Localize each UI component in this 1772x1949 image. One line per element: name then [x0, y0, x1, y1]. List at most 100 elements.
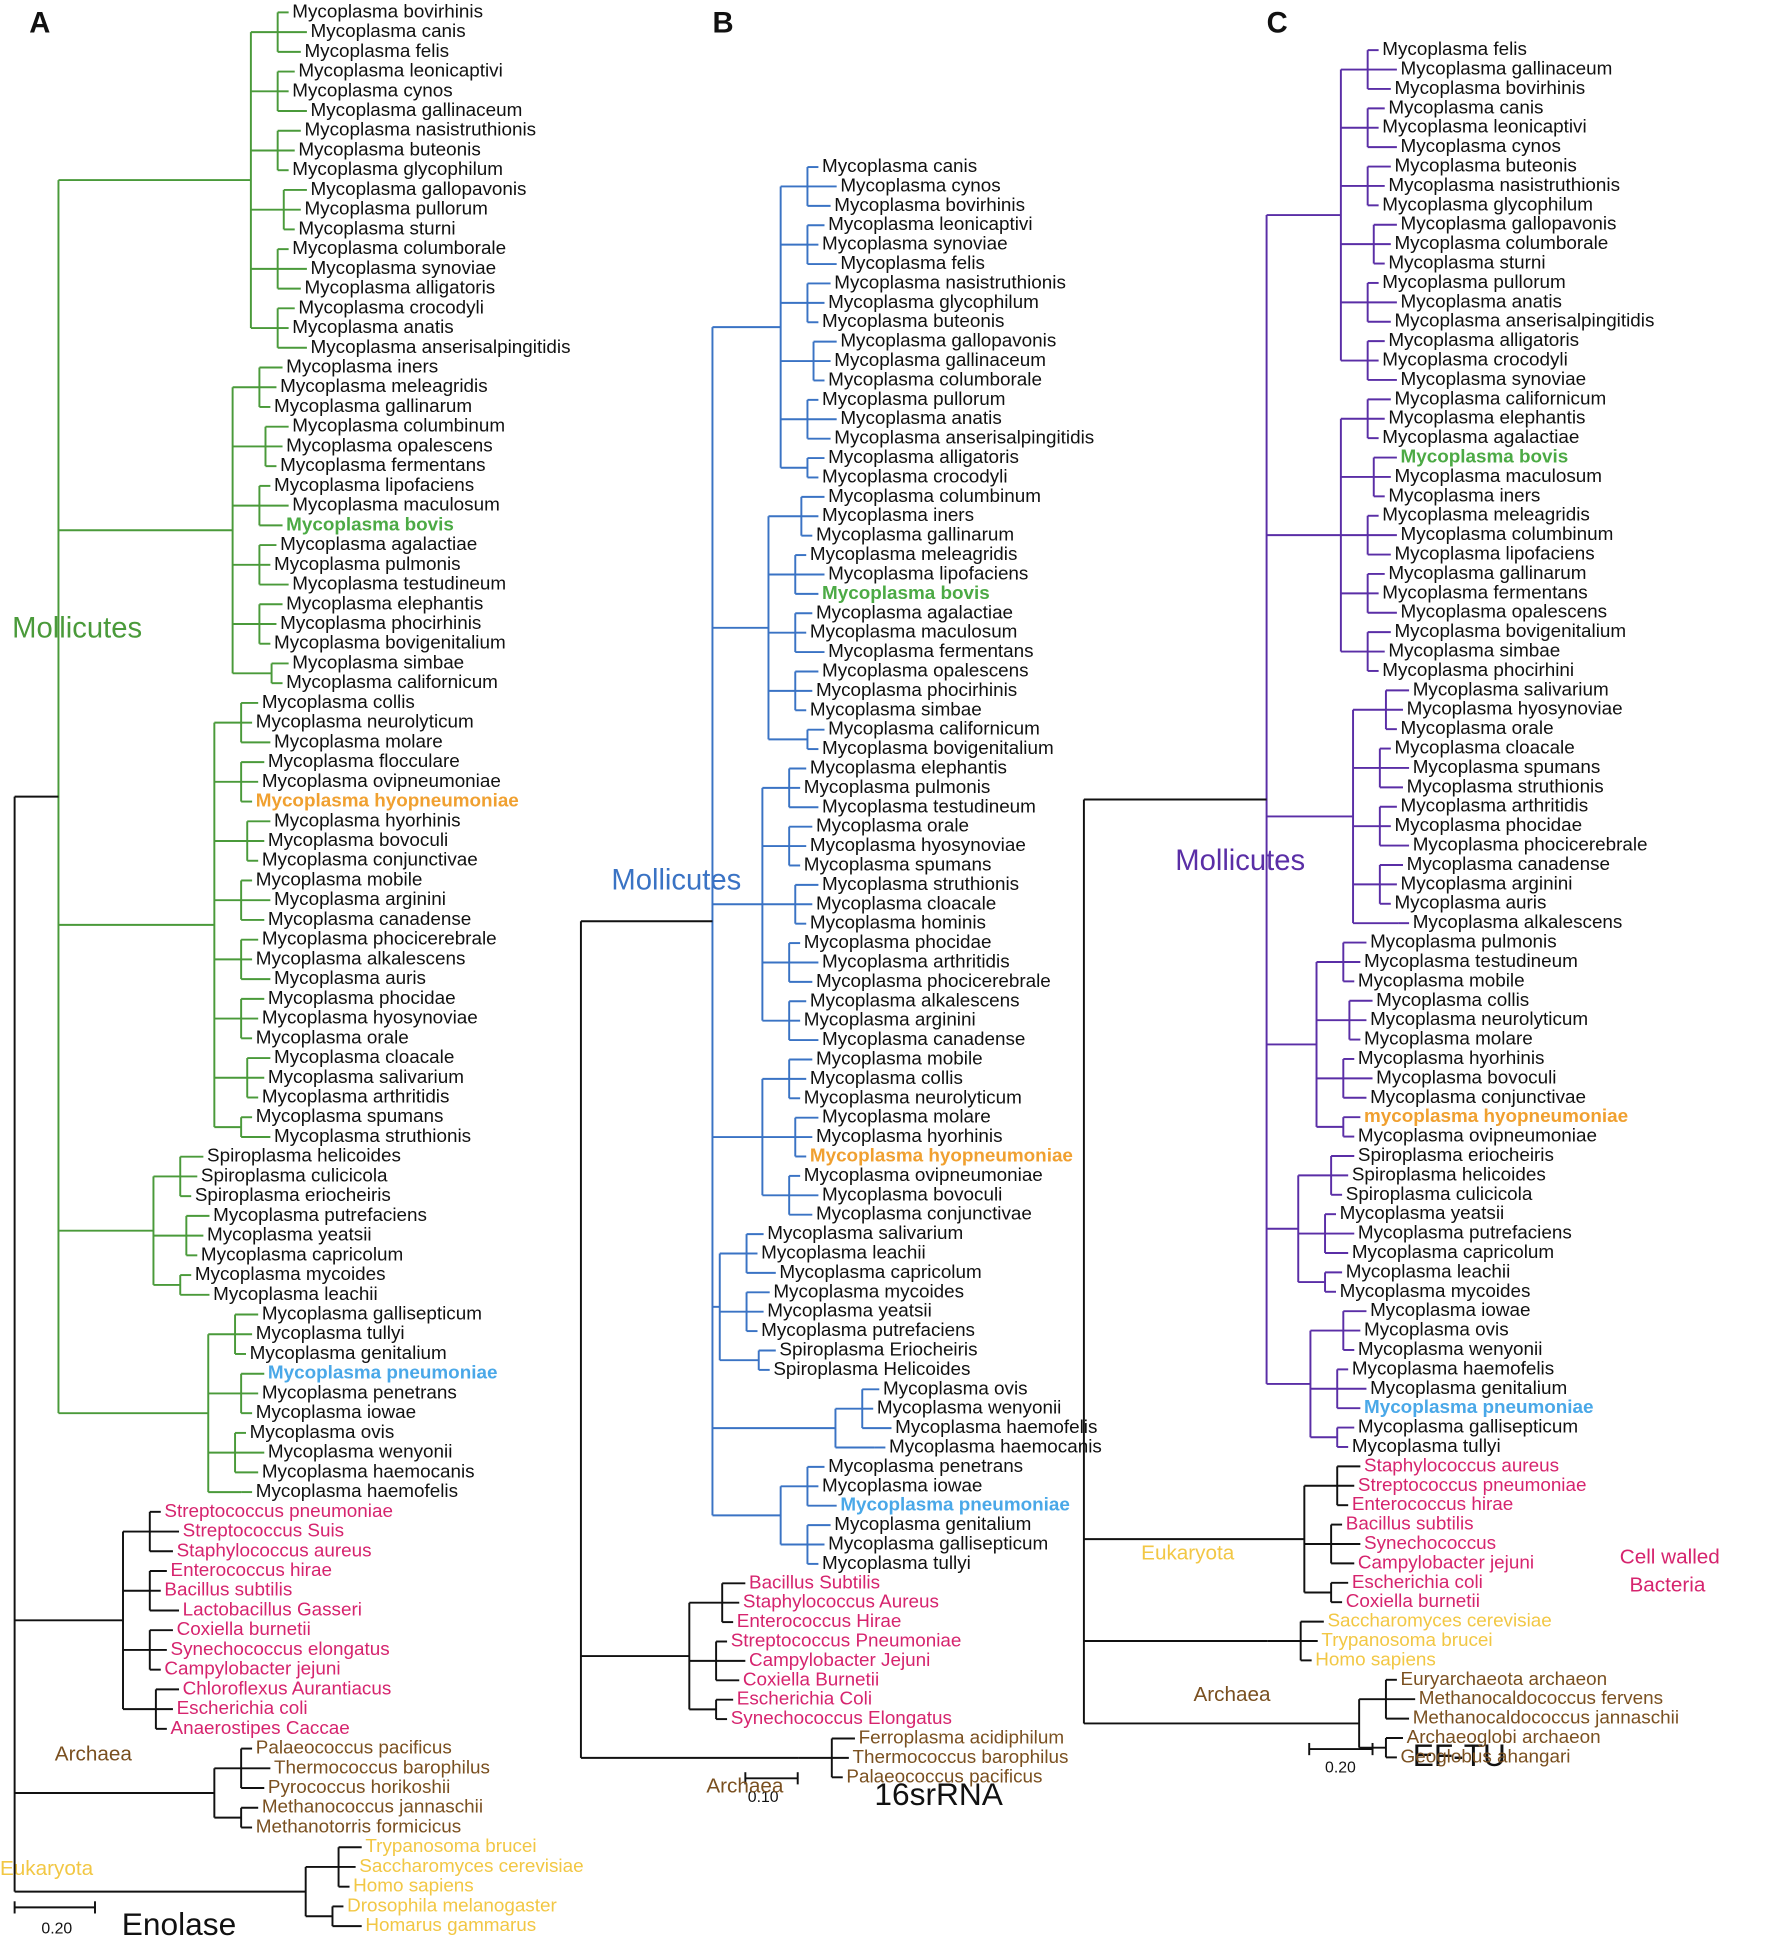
leaf-label: Streptococcus pneumoniae: [164, 1500, 393, 1521]
leaf-label: Archaeoglobi archaeon: [1407, 1726, 1601, 1747]
leaf-label: Mycoplasma canadense: [1407, 853, 1610, 874]
leaf-label: Mycoplasma californicum: [1394, 387, 1606, 408]
leaf-label: Mycoplasma alligatoris: [1388, 329, 1579, 350]
leaf-label: Spiroplasma Eriocheiris: [779, 1338, 977, 1359]
leaf-label: Palaeococcus pacificus: [256, 1737, 452, 1758]
leaf-label: Mycoplasma flocculare: [268, 750, 460, 771]
leaf-label: Mycoplasma hyopneumoniae: [810, 1144, 1073, 1165]
leaf-label: Mycoplasma nasistruthionis: [304, 119, 536, 140]
scale-label: 0.20: [41, 1920, 72, 1937]
leaf-label: Lactobacillus Gasseri: [183, 1598, 362, 1619]
leaf-label: Mycoplasma bovigenitalium: [274, 632, 506, 653]
leaf-label: Mycoplasma tullyi: [1352, 1435, 1501, 1456]
leaf-label: Saccharomyces cerevisiae: [1327, 1610, 1551, 1631]
leaf-label: Thermococcus barophilus: [853, 1746, 1069, 1767]
leaf-label: Mycoplasma auris: [1394, 892, 1546, 913]
leaf-label: Mycoplasma gallinaceum: [311, 99, 523, 120]
leaf-label: Palaeococcus pacificus: [846, 1765, 1042, 1786]
clade-label: Archaea: [706, 1774, 784, 1797]
leaf-label: Methanococcus jannaschii: [262, 1796, 483, 1817]
leaf-label: Mycoplasma opalescens: [822, 659, 1029, 680]
leaf-label: Streptococcus pneumoniae: [1358, 1474, 1587, 1495]
leaf-label: Mycoplasma iners: [286, 355, 438, 376]
leaf-label: Mycoplasma elephantis: [1388, 407, 1585, 428]
leaf-label: Mycoplasma alligatoris: [304, 277, 495, 298]
leaf-label: Methanocaldococcus jannaschii: [1413, 1707, 1679, 1728]
leaf-label: Mycoplasma genitalium: [1370, 1377, 1567, 1398]
leaf-label: Mycoplasma iners: [822, 504, 974, 525]
leaf-label: Coxiella Burnetii: [743, 1668, 879, 1689]
leaf-label: Mycoplasma pullorum: [822, 388, 1005, 409]
leaf-label: Pyrococcus horikoshii: [268, 1776, 450, 1797]
leaf-label: Mycoplasma phocirhinis: [816, 679, 1017, 700]
leaf-label: Mycoplasma haemocanis: [262, 1460, 475, 1481]
leaf-label: Mycoplasma bovoculi: [822, 1183, 1002, 1204]
leaf-label: Mycoplasma alkalescens: [256, 947, 466, 968]
leaf-label: Mycoplasma mycoides: [195, 1263, 386, 1284]
leaf-label: Mycoplasma lipofaciens: [1394, 543, 1594, 564]
leaf-label: Mycoplasma genitalium: [834, 1513, 1031, 1534]
leaf-label: Spiroplasma helicoides: [1352, 1163, 1546, 1184]
leaf-label: Mycoplasma columborale: [1394, 232, 1608, 253]
leaf-label: Mycoplasma leonicaptivi: [1382, 116, 1586, 137]
leaf-label: Mycoplasma arthritidis: [822, 950, 1010, 971]
leaf-label: Mycoplasma anatis: [1401, 290, 1562, 311]
leaf-label: Saccharomyces cerevisiae: [359, 1855, 583, 1876]
leaf-label: Mycoplasma cloacale: [274, 1046, 454, 1067]
leaf-label: Mycoplasma testudineum: [292, 573, 506, 594]
leaf-label: Mycoplasma phocicerebrale: [816, 970, 1051, 991]
leaf-label: Mycoplasma gallisepticum: [828, 1532, 1048, 1553]
leaf-label: Mycoplasma anatis: [292, 316, 453, 337]
leaf-label: Spiroplasma Helicoides: [773, 1358, 970, 1379]
leaf-label: Mycoplasma glycophilum: [292, 158, 503, 179]
leaf-label: Mycoplasma bovigenitalium: [1394, 620, 1626, 641]
leaf-label: Mycoplasma nasistruthionis: [834, 271, 1066, 292]
leaf-label: Enterococcus hirae: [1352, 1493, 1513, 1514]
leaf-label: Mycoplasma anserisalpingitidis: [834, 427, 1094, 448]
leaf-label: Mycoplasma bovis: [286, 513, 454, 534]
leaf-label: Mycoplasma bovigenitalium: [822, 737, 1054, 758]
leaf-label: Mycoplasma alkalescens: [810, 989, 1020, 1010]
leaf-label: Mycoplasma phocicerebrale: [262, 928, 497, 949]
leaf-label: Thermococcus barophilus: [274, 1756, 490, 1777]
leaf-label: Mycoplasma maculosum: [810, 621, 1018, 642]
leaf-label: Mycoplasma salivarium: [767, 1222, 963, 1243]
leaf-label: Mycoplasma neurolyticum: [804, 1086, 1022, 1107]
clade-label: Eukaryota: [0, 1857, 94, 1880]
leaf-label: Mycoplasma salivarium: [268, 1066, 464, 1087]
leaf-label: Mycoplasma simbae: [810, 698, 982, 719]
leaf-label: Mycoplasma meleagridis: [280, 375, 488, 396]
leaf-label: Mycoplasma bovoculi: [1376, 1066, 1556, 1087]
leaf-label: Mycoplasma mycoides: [1340, 1280, 1531, 1301]
leaf-label: Mycoplasma orale: [1401, 717, 1554, 738]
leaf-label: Mycoplasma phocirhinis: [280, 612, 481, 633]
leaf-label: Mycoplasma nasistruthionis: [1388, 174, 1620, 195]
leaf-label: Mycoplasma cloacale: [816, 892, 996, 913]
leaf-label: Mycoplasma yeatsii: [1340, 1202, 1505, 1223]
leaf-label: Mycoplasma buteonis: [298, 138, 480, 159]
leaf-label: Mycoplasma tullyi: [822, 1552, 971, 1573]
leaf-label: Mycoplasma synoviae: [822, 233, 1008, 254]
leaf-label: Mycoplasma molare: [274, 730, 443, 751]
leaf-label: Bacillus subtilis: [164, 1579, 292, 1600]
leaf-label: Mycoplasma hyosynoviae: [810, 834, 1026, 855]
panel-letter: B: [712, 7, 733, 39]
leaf-label: Mycoplasma struthionis: [822, 873, 1019, 894]
leaf-label: Spiroplasma eriocheiris: [195, 1184, 391, 1205]
leaf-label: Campylobacter jejuni: [1358, 1551, 1534, 1572]
leaf-label: Mycoplasma bovirhinis: [1394, 77, 1585, 98]
leaf-label: Mycoplasma orale: [256, 1026, 409, 1047]
leaf-label: Mycoplasma agalactiae: [280, 533, 477, 554]
leaf-label: Mycoplasma collis: [262, 691, 415, 712]
leaf-label: mycoplasma hyopneumoniae: [1364, 1105, 1628, 1126]
leaf-label: Mycoplasma columborale: [292, 237, 506, 258]
leaf-label: Mycoplasma phocicerebrale: [1413, 834, 1648, 855]
leaf-label: Mycoplasma mobile: [1358, 969, 1525, 990]
leaf-label: Mycoplasma ovipneumoniae: [262, 770, 501, 791]
leaf-label: Mycoplasma felis: [304, 40, 449, 61]
leaf-label: Mycoplasma columbinum: [1401, 523, 1614, 544]
leaf-label: Mycoplasma meleagridis: [1382, 504, 1590, 525]
leaf-label: Mycoplasma pulmonis: [804, 776, 991, 797]
leaf-label: Homarus gammarus: [365, 1914, 536, 1935]
